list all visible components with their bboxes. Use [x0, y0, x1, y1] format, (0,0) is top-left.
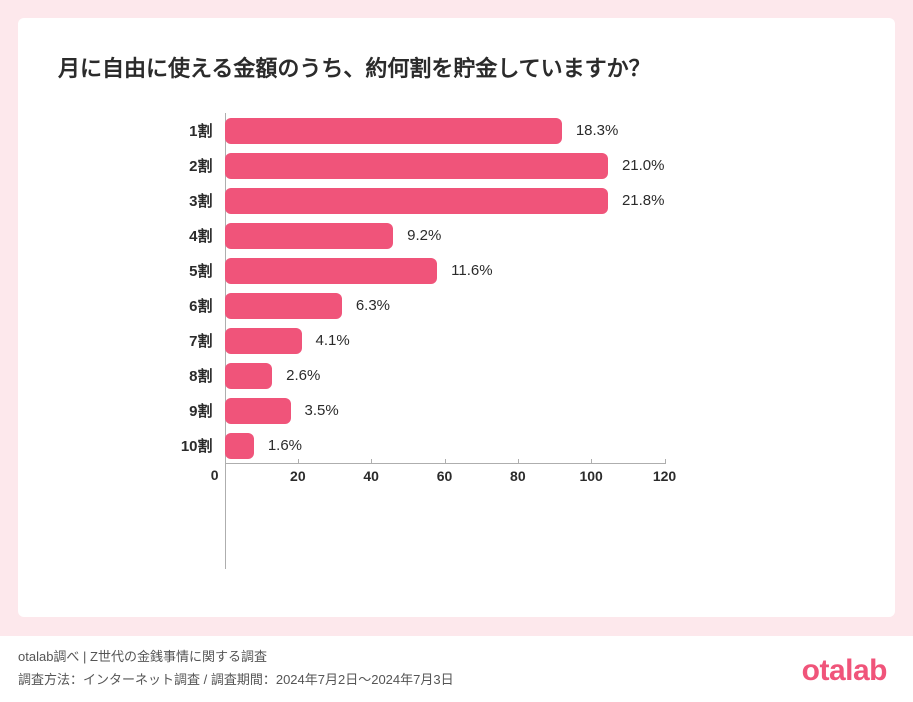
bar [225, 433, 254, 459]
y-category-label: 3割 [177, 190, 225, 211]
chart-row: 2割 21.0% [177, 148, 737, 183]
x-tick [371, 459, 372, 464]
x-axis-spacer: 0 [177, 463, 225, 491]
bar [225, 258, 438, 284]
x-tick-label: 20 [290, 468, 306, 484]
chart-row: 6割 6.3% [177, 288, 737, 323]
x-tick [665, 459, 666, 464]
bar [225, 293, 342, 319]
y-category-label: 7割 [177, 330, 225, 351]
y-category-label: 5割 [177, 260, 225, 281]
x-axis: 0 20 40 60 80 100 120 [177, 463, 737, 491]
footer: otalab調べ | Z世代の金銭事情に関する調査 調査方法：インターネット調査… [0, 635, 913, 702]
footer-text: otalab調べ | Z世代の金銭事情に関する調査 調査方法：インターネット調査… [18, 646, 454, 688]
chart-rows: 1割 18.3% 2割 21.0% 3割 21.8% 4割 9.2% 5割 11.6% 6割 6.3%… [177, 113, 737, 463]
x-tick-label: 60 [437, 468, 453, 484]
brand-logo: otalab [802, 654, 895, 688]
chart-row: 1割 18.3% [177, 113, 737, 148]
bar-value-label: 21.0% [608, 157, 665, 174]
x-tick [445, 459, 446, 464]
plot-cell: 18.3% [225, 113, 665, 148]
footer-source: otalab調べ | Z世代の金銭事情に関する調査 [18, 646, 454, 665]
y-category-label: 2割 [177, 155, 225, 176]
chart-row: 7割 4.1% [177, 323, 737, 358]
footer-method: 調査方法：インターネット調査 / 調査期間：2024年7月2日〜2024年7月3… [18, 669, 454, 688]
bar [225, 398, 291, 424]
x-axis-area: 20406080100120 [225, 463, 665, 491]
bar-value-label: 3.5% [291, 402, 339, 419]
bar [225, 363, 273, 389]
bar-chart: 1割 18.3% 2割 21.0% 3割 21.8% 4割 9.2% 5割 11.6% 6割 6.3%… [177, 113, 737, 597]
plot-cell: 21.0% [225, 148, 665, 183]
chart-row: 5割 11.6% [177, 253, 737, 288]
bar-value-label: 21.8% [608, 192, 665, 209]
page-background: 月に自由に使える金額のうち、約何割を貯金していますか？ 1割 18.3% 2割 21.… [0, 0, 913, 702]
x-tick [518, 459, 519, 464]
x-tick [591, 459, 592, 464]
plot-cell: 6.3% [225, 288, 665, 323]
bar-value-label: 11.6% [437, 262, 492, 279]
bar [225, 188, 608, 214]
chart-row: 4割 9.2% [177, 218, 737, 253]
y-category-label: 10割 [177, 435, 225, 456]
y-category-label: 1割 [177, 120, 225, 141]
bar [225, 328, 302, 354]
y-category-label: 9割 [177, 400, 225, 421]
x-tick-label: 40 [363, 468, 379, 484]
bar [225, 118, 562, 144]
bar-value-label: 9.2% [393, 227, 441, 244]
y-category-label: 4割 [177, 225, 225, 246]
y-category-label: 6割 [177, 295, 225, 316]
bar-value-label: 18.3% [562, 122, 619, 139]
chart-wrap: 1割 18.3% 2割 21.0% 3割 21.8% 4割 9.2% 5割 11.6% 6割 6.3%… [58, 113, 855, 597]
chart-row: 3割 21.8% [177, 183, 737, 218]
bar-value-label: 4.1% [302, 332, 350, 349]
bar [225, 223, 394, 249]
plot-cell: 3.5% [225, 393, 665, 428]
x-tick-label: 100 [579, 468, 602, 484]
chart-row: 8割 2.6% [177, 358, 737, 393]
plot-cell: 1.6% [225, 428, 665, 463]
chart-title: 月に自由に使える金額のうち、約何割を貯金していますか？ [58, 52, 855, 85]
plot-cell: 2.6% [225, 358, 665, 393]
bar-value-label: 1.6% [254, 437, 302, 454]
plot-cell: 21.8% [225, 183, 665, 218]
x-tick-label: 0 [211, 467, 219, 483]
x-tick-label: 80 [510, 468, 526, 484]
bar-value-label: 2.6% [272, 367, 320, 384]
chart-row: 10割 1.6% [177, 428, 737, 463]
bar-value-label: 6.3% [342, 297, 390, 314]
x-tick-label: 120 [653, 468, 676, 484]
y-category-label: 8割 [177, 365, 225, 386]
plot-cell: 9.2% [225, 218, 665, 253]
plot-cell: 4.1% [225, 323, 665, 358]
x-tick [298, 459, 299, 464]
chart-card: 月に自由に使える金額のうち、約何割を貯金していますか？ 1割 18.3% 2割 21.… [18, 18, 895, 617]
plot-cell: 11.6% [225, 253, 665, 288]
chart-row: 9割 3.5% [177, 393, 737, 428]
bar [225, 153, 608, 179]
